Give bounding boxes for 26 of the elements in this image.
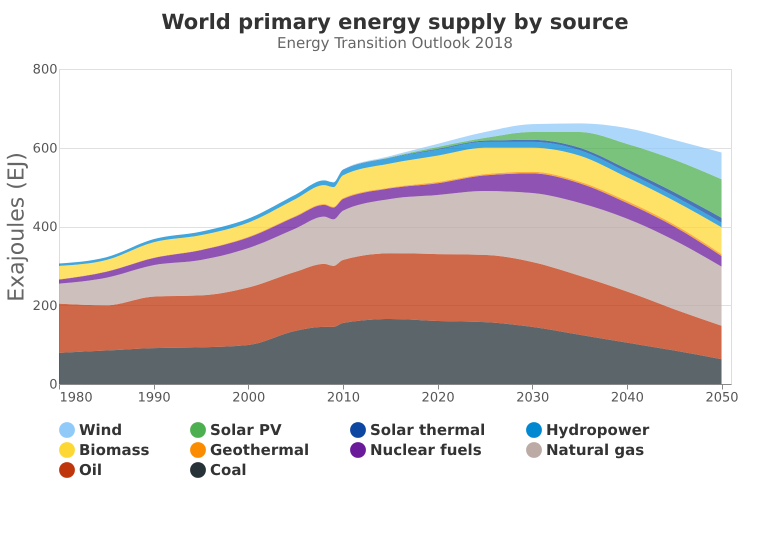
x-tick-label: 2020 [422, 390, 455, 406]
y-tick-label: 600 [32, 141, 58, 156]
y-tick-label: 400 [32, 220, 58, 235]
legend-label: Solar PV [210, 421, 282, 439]
legend-label: Solar thermal [370, 421, 486, 439]
x-tick-label: 2010 [326, 390, 360, 406]
legend-label: Biomass [79, 441, 150, 459]
legend-label: Natural gas [546, 441, 644, 459]
x-tick-label: 2030 [516, 390, 550, 406]
x-tick-label: 2040 [610, 390, 644, 406]
y-axis-title: Exajoules (EJ) [4, 152, 30, 302]
x-tick-label: 1980 [60, 390, 93, 406]
legend-label: Hydropower [546, 421, 650, 439]
chart-title: World primary energy supply by source [161, 10, 629, 34]
legend-label: Geothermal [210, 441, 310, 459]
legend-label: Coal [210, 461, 247, 479]
y-tick-label: 200 [32, 298, 58, 314]
y-tick-label: 0 [49, 378, 58, 392]
legend-label: Nuclear fuels [370, 441, 482, 459]
x-tick-label: 2050 [705, 390, 739, 406]
chart-subtitle: Energy Transition Outlook 2018 [277, 34, 513, 52]
x-tick-label: 1990 [138, 390, 171, 406]
legend-label: Oil [79, 461, 102, 479]
y-tick-label: 800 [32, 62, 58, 78]
x-tick-label: 2000 [232, 390, 266, 406]
legend-label: Wind [79, 421, 122, 439]
